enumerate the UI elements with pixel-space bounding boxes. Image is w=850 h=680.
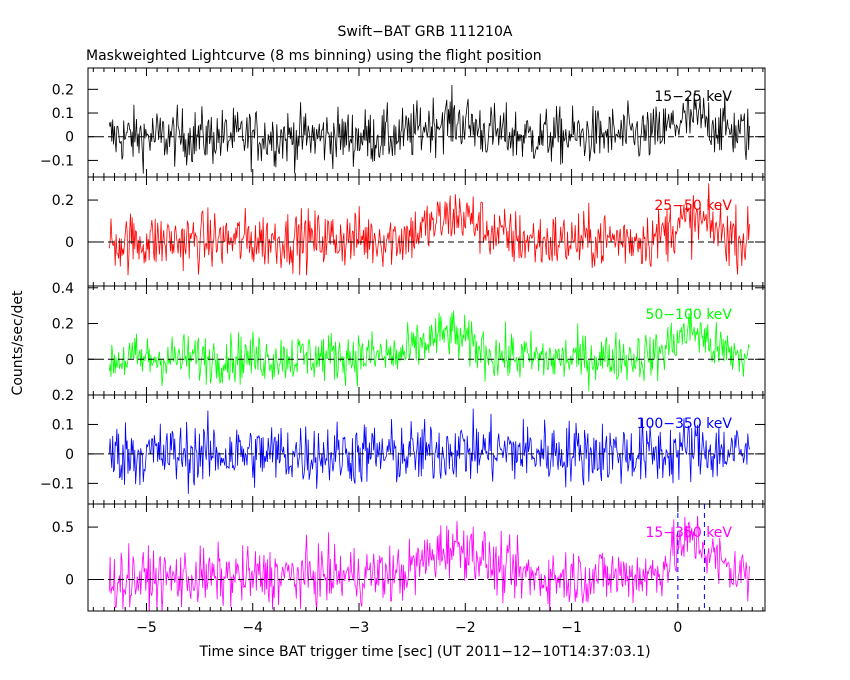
x-tick-label: −3 (349, 620, 370, 636)
panel-1: −0.1 0 0.1 0.2 15−25 keV (40, 67, 766, 178)
panel-frame (87, 176, 766, 287)
y-tick-label: −0.1 (40, 476, 74, 492)
y-tick-label: 0.2 (52, 388, 74, 404)
x-axis-ticks: −5 −4 −3 −2 −1 0 (136, 620, 682, 636)
panel-4: −0.1 0 0.1 0.2 100−350 keV (40, 388, 766, 505)
y-tick-label: 0.1 (52, 106, 74, 122)
y-tick-label: 0.2 (52, 82, 74, 98)
x-tick-label: −4 (242, 620, 263, 636)
y-tick-label: 0.5 (52, 520, 74, 536)
band-label-5: 15−350 keV (645, 525, 732, 541)
y-axis-label: Counts/sec/det (10, 290, 26, 395)
x-tick-label: −2 (455, 620, 476, 636)
band-label-1: 15−25 keV (654, 89, 732, 105)
band-label-4: 100−350 keV (637, 416, 733, 432)
y-tick-label: 0.1 (52, 417, 74, 433)
panel-2: 0 0.2 25−50 keV (52, 176, 766, 287)
y-tick-label: 0 (65, 235, 74, 251)
x-tick-label: −1 (561, 620, 582, 636)
band-label-2: 25−50 keV (654, 198, 732, 214)
panel-5: 0 0.5 15−350 keV (52, 503, 766, 612)
series-line-4 (108, 408, 750, 494)
series-line-2 (108, 183, 750, 276)
y-tick-label: 0 (65, 130, 74, 146)
x-tick-label: −5 (136, 620, 157, 636)
y-tick-label: −0.1 (40, 153, 74, 169)
panel-frame (87, 503, 766, 612)
y-tick-label: 0 (65, 352, 74, 368)
panels-group: −0.1 0 0.1 0.2 15−25 keV 0 0.2 25−50 keV 0 0.2 0.4… (40, 67, 766, 612)
series-line-3 (108, 307, 750, 392)
y-tick-label: 0.4 (52, 281, 74, 297)
panel-3: 0 0.2 0.4 50−100 keV (52, 281, 766, 396)
y-tick-label: 0 (65, 447, 74, 463)
x-tick-label: 0 (673, 620, 682, 636)
band-label-3: 50−100 keV (645, 307, 732, 323)
series-line-5 (108, 515, 750, 611)
series-line-1 (108, 84, 750, 174)
y-tick-label: 0 (65, 573, 74, 589)
y-tick-label: 0.2 (52, 193, 74, 209)
chart-subtitle: Maskweighted Lightcurve (8 ms binning) u… (86, 48, 542, 64)
y-tick-label: 0.2 (52, 317, 74, 333)
chart-title: Swift−BAT GRB 111210A (338, 24, 513, 40)
x-axis-label: Time since BAT trigger time [sec] (UT 20… (198, 644, 650, 660)
